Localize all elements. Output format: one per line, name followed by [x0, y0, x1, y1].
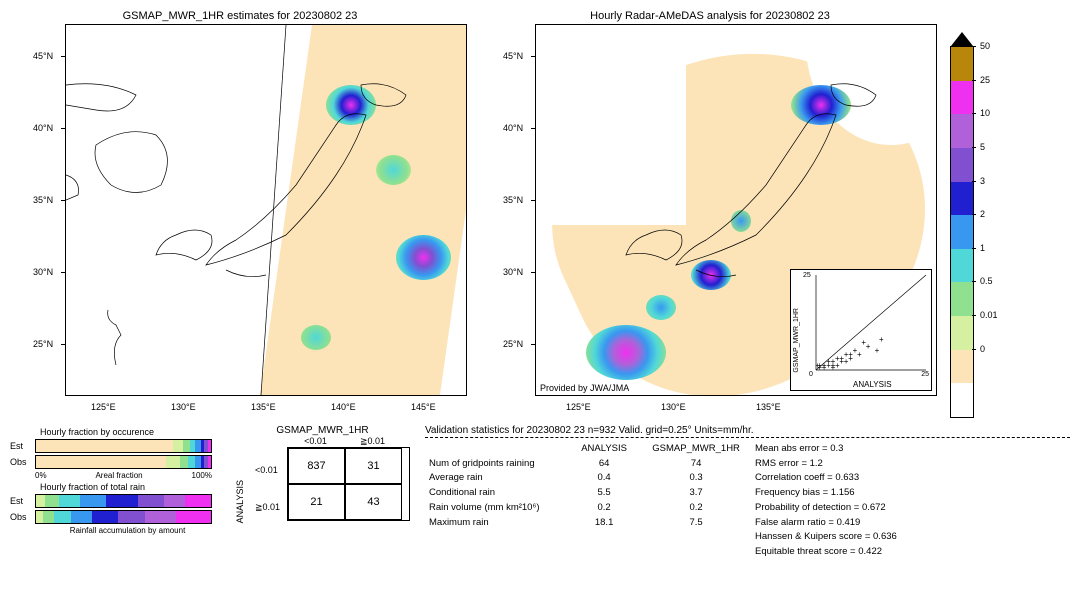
frac-row-label: Est	[10, 496, 35, 506]
divider	[425, 437, 1070, 438]
ct-row-label: ≧0.01	[255, 502, 280, 513]
ct-cell: 43	[345, 484, 402, 520]
frac-row-label: Obs	[10, 512, 35, 522]
acc-title: Rainfall accumulation by amount	[35, 526, 220, 535]
stats-metrics: Mean abs error = 0.3RMS error = 1.2Corre…	[755, 442, 897, 560]
provided-by-label: Provided by JWA/JMA	[540, 383, 629, 393]
frac-row-label: Obs	[10, 457, 35, 467]
scatter-xlabel: ANALYSIS	[853, 380, 892, 389]
scatter-ylabel: GSMAP_MWR_1HR	[793, 308, 800, 373]
fraction-panel: Hourly fraction by occurence Est Obs 0%A…	[10, 425, 220, 560]
stats-panel: Validation statistics for 20230802 23 n=…	[425, 425, 1070, 560]
map-right-panel: Hourly Radar-AMeDAS analysis for 2023080…	[480, 10, 940, 410]
map-right-frame: ++++++++++++++++++++++++ ANALYSIS GSMAP_…	[535, 24, 937, 396]
map-left-panel: GSMAP_MWR_1HR estimates for 20230802 23	[10, 10, 470, 410]
ct-title: GSMAP_MWR_1HR	[235, 425, 410, 436]
colorbar-overflow-icon	[951, 32, 973, 46]
top-row: GSMAP_MWR_1HR estimates for 20230802 23	[10, 10, 1070, 410]
tot-est-bar	[35, 494, 212, 508]
ct-col-label: <0.01	[287, 436, 344, 447]
stats-title: Validation statistics for 20230802 23 n=…	[425, 425, 1070, 436]
contingency-panel: GSMAP_MWR_1HR <0.01 ≧0.01 837 31 21 43 A…	[235, 425, 410, 560]
tot-obs-bar	[35, 510, 212, 524]
colorbar	[950, 46, 974, 418]
ct-col-label: ≧0.01	[344, 436, 401, 447]
frac-row-label: Est	[10, 441, 35, 451]
ct-row-label: <0.01	[255, 465, 278, 475]
ct-ylabel: ANALYSIS	[235, 480, 245, 523]
occ-obs-bar	[35, 455, 212, 469]
ct-cell: 837	[288, 448, 345, 484]
ct-cell: 21	[288, 484, 345, 520]
occ-est-bar	[35, 439, 212, 453]
bottom-row: Hourly fraction by occurence Est Obs 0%A…	[10, 425, 1070, 560]
tot-title: Hourly fraction of total rain	[40, 482, 220, 492]
map-right-title: Hourly Radar-AMeDAS analysis for 2023080…	[480, 10, 940, 22]
colorbar-panel: 50251053210.50.010	[950, 32, 1010, 410]
occ-title: Hourly fraction by occurence	[40, 427, 220, 437]
map-left-frame: MetOp-A AMSU-A/MHS	[65, 24, 467, 396]
map-left-title: GSMAP_MWR_1HR estimates for 20230802 23	[10, 10, 470, 22]
ct-cell: 31	[345, 448, 402, 484]
scatter-inset: ++++++++++++++++++++++++ ANALYSIS GSMAP_…	[790, 269, 932, 391]
ct-grid: 837 31 21 43	[287, 447, 410, 521]
coastline-left	[66, 25, 466, 395]
stats-table: ANALYSISGSMAP_MWR_1HRNum of gridpoints r…	[425, 442, 755, 560]
